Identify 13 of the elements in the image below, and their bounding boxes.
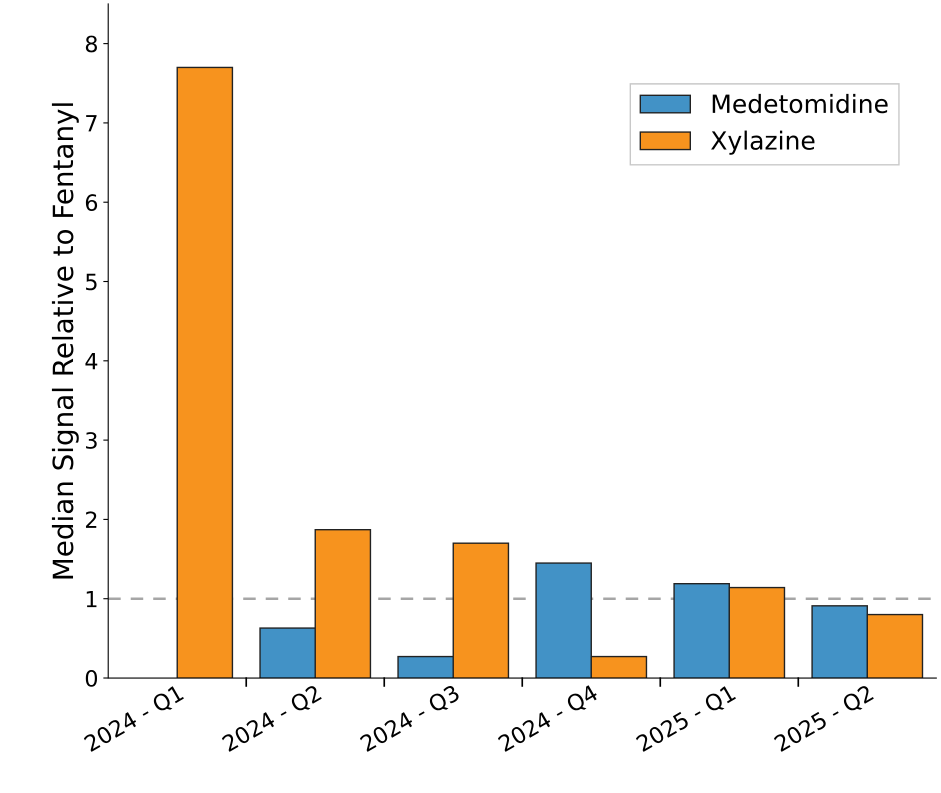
y-tick-label: 8 xyxy=(86,36,97,52)
legend-label: Medetomidine xyxy=(712,94,888,114)
y-tick-label: 4 xyxy=(85,353,98,370)
y-tick-label: 2 xyxy=(86,511,96,528)
y-tick-label: 5 xyxy=(86,274,97,290)
bar xyxy=(176,66,234,678)
y-tick-label: 3 xyxy=(86,432,97,449)
y-axis-title: Median Signal Relative to Fentanyl xyxy=(52,103,79,578)
y-tick-label: 6 xyxy=(86,194,98,211)
y-tick-label: 1 xyxy=(86,590,96,608)
y-tick-label: 7 xyxy=(86,115,97,132)
y-tick-label: 0 xyxy=(86,670,98,687)
legend-label: Xylazine xyxy=(711,130,814,155)
